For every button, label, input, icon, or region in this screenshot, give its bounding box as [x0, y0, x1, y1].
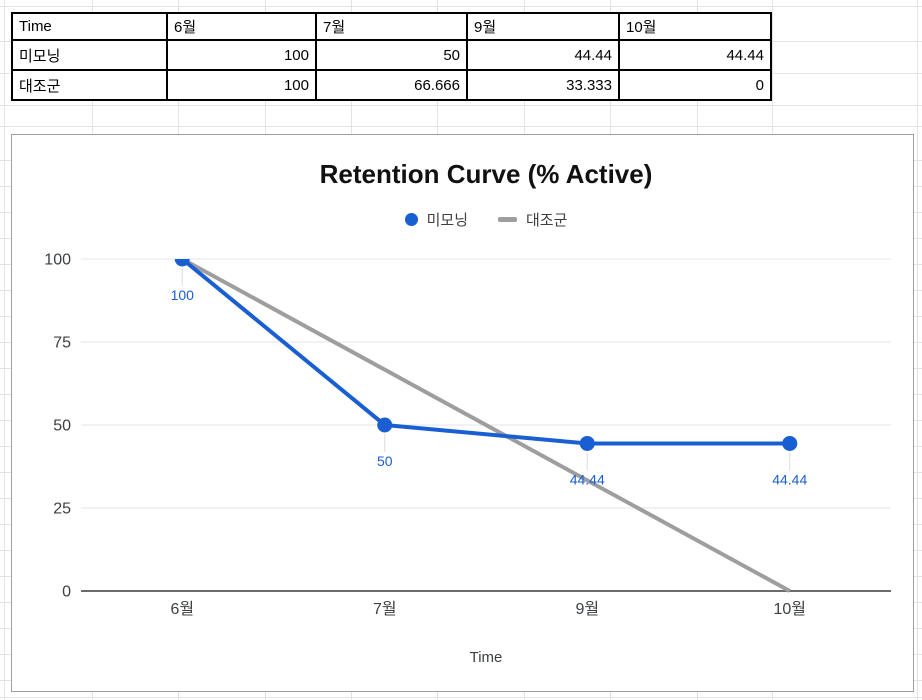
data-point-label: 50	[377, 453, 393, 469]
value-cell[interactable]: 44.44	[466, 39, 620, 71]
x-axis-tick-label: 10월	[773, 600, 806, 618]
y-axis-tick-label: 25	[53, 501, 71, 518]
value-cell[interactable]: 66.666	[315, 69, 468, 101]
value-cell[interactable]: 100	[166, 69, 317, 101]
x-axis-tick-label: 7월	[373, 600, 397, 618]
legend-label: 대조군	[526, 212, 568, 229]
chart-container[interactable]: Retention Curve (% Active) 미모닝 대조군 0 25 50…	[11, 134, 914, 692]
header-cell-oct[interactable]: 10월	[618, 12, 772, 41]
data-point-label: 44.44	[570, 471, 605, 487]
series-name-cell[interactable]: 미모닝	[11, 39, 168, 71]
x-axis-tick-label: 9월	[575, 600, 599, 618]
value-cell[interactable]: 33.333	[466, 69, 620, 101]
series-name-cell[interactable]: 대조군	[11, 69, 168, 101]
chart-title: Retention Curve (% Active)	[319, 159, 653, 189]
legend-circle-marker-icon	[404, 213, 418, 226]
data-point-label: 100	[171, 287, 195, 303]
data-table: Time 6월 7월 9월 10월 미모닝 100 50 44.44 44.44…	[11, 12, 772, 101]
data-point[interactable]	[782, 435, 798, 451]
chart-plot-area: 0 25 50 75 100 6월 7월 9월 10월 Time 100 50 44.44 44.44	[44, 252, 891, 666]
data-point-label: 44.44	[772, 471, 807, 487]
series-points	[174, 252, 798, 451]
legend-line-marker-icon	[498, 217, 517, 222]
legend-item-mimorning[interactable]: 미모닝	[404, 209, 468, 230]
x-axis-tick-label: 6월	[170, 600, 194, 618]
data-point[interactable]	[174, 252, 190, 267]
series-lines	[180, 259, 791, 593]
legend-label: 미모닝	[426, 212, 468, 229]
data-point[interactable]	[579, 435, 595, 451]
table-row-control-group: 대조군 100 66.666 33.333 0	[11, 69, 772, 101]
x-axis-title: Time	[470, 649, 503, 666]
header-cell-time[interactable]: Time	[11, 12, 168, 41]
value-cell[interactable]: 44.44	[618, 39, 772, 71]
y-axis-tick-label: 0	[62, 584, 71, 601]
legend-item-control-group[interactable]: 대조군	[498, 209, 567, 230]
chart-legend: 미모닝 대조군	[81, 209, 891, 230]
header-cell-sep[interactable]: 9월	[466, 12, 620, 41]
y-axis-tick-label: 100	[44, 252, 71, 269]
value-cell[interactable]: 100	[166, 39, 317, 71]
series-line-1[interactable]	[181, 259, 791, 593]
y-axis-tick-label: 50	[53, 418, 71, 435]
value-cell[interactable]: 0	[618, 69, 772, 101]
header-cell-jun[interactable]: 6월	[166, 12, 317, 41]
data-point[interactable]	[377, 417, 393, 433]
table-header-row: Time 6월 7월 9월 10월	[11, 12, 772, 41]
header-cell-jul[interactable]: 7월	[315, 12, 468, 41]
table-row-mimorning: 미모닝 100 50 44.44 44.44	[11, 39, 772, 71]
series-line-0[interactable]	[180, 259, 790, 446]
value-cell[interactable]: 50	[315, 39, 468, 71]
y-axis-tick-label: 75	[53, 335, 71, 352]
